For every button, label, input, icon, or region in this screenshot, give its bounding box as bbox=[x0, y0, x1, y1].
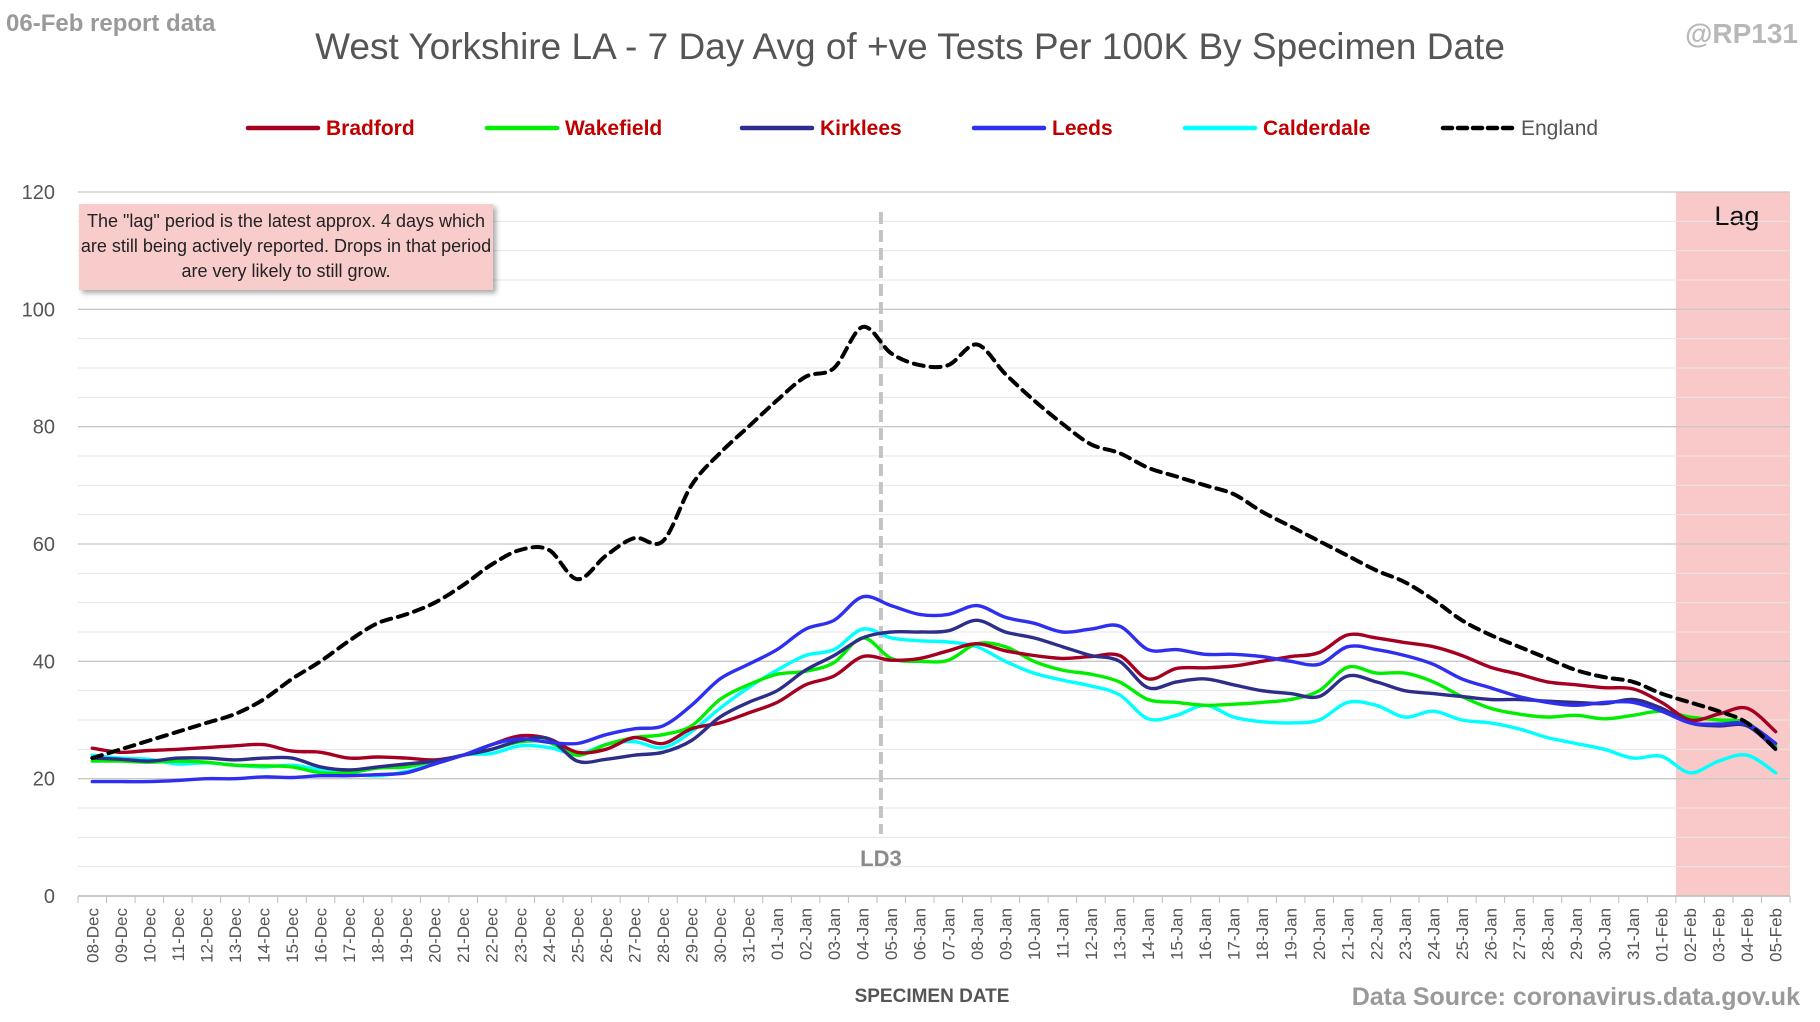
author-handle: @RP131 bbox=[1685, 18, 1798, 49]
x-tick-label: 24-Dec bbox=[540, 908, 559, 963]
y-tick-label: 80 bbox=[33, 417, 55, 439]
legend-item-leeds: Leeds bbox=[971, 117, 1113, 140]
x-tick-label: 13-Dec bbox=[226, 908, 245, 963]
legend-label: Kirklees bbox=[820, 117, 902, 140]
x-tick-label: 23-Jan bbox=[1396, 908, 1415, 960]
x-tick-label: 19-Jan bbox=[1282, 908, 1301, 960]
x-tick-label: 28-Dec bbox=[654, 908, 673, 963]
x-tick-label: 30-Dec bbox=[711, 908, 730, 963]
x-tick-label: 12-Jan bbox=[1082, 908, 1101, 960]
x-tick-label: 22-Jan bbox=[1367, 908, 1386, 960]
legend-item-bradford: Bradford bbox=[245, 117, 415, 140]
x-tick-label: 08-Jan bbox=[968, 908, 987, 960]
y-tick-label: 0 bbox=[44, 886, 55, 908]
x-tick-label: 25-Jan bbox=[1453, 908, 1472, 960]
report-date-label: 06-Feb report data bbox=[6, 10, 216, 37]
x-tick-label: 17-Dec bbox=[340, 908, 359, 963]
series-line-wakefield bbox=[90, 636, 1778, 776]
x-tick-label: 27-Jan bbox=[1510, 908, 1529, 960]
x-tick-label: 01-Jan bbox=[768, 908, 787, 960]
legend-label: England bbox=[1521, 117, 1598, 140]
y-tick-label: 100 bbox=[22, 299, 55, 321]
x-tick-label: 21-Dec bbox=[454, 908, 473, 963]
chart-title: West Yorkshire LA - 7 Day Avg of +ve Tes… bbox=[315, 26, 1505, 67]
x-tick-label: 04-Jan bbox=[854, 908, 873, 960]
y-tick-label: 120 bbox=[22, 182, 55, 204]
series-line-kirklees bbox=[90, 618, 1778, 772]
x-tick-label: 15-Dec bbox=[283, 908, 302, 963]
x-tick-label: 02-Jan bbox=[797, 908, 816, 960]
x-tick-label: 31-Jan bbox=[1624, 908, 1643, 960]
x-tick-label: 19-Dec bbox=[397, 908, 416, 963]
x-tick-label: 14-Jan bbox=[1139, 908, 1158, 960]
x-tick-label: 25-Dec bbox=[568, 908, 587, 963]
legend-item-wakefield: Wakefield bbox=[484, 117, 662, 140]
x-tick-label: 11-Jan bbox=[1053, 908, 1072, 959]
x-tick-label: 27-Dec bbox=[625, 908, 644, 963]
series-line-calderdale bbox=[90, 627, 1778, 778]
legend-label: Bradford bbox=[326, 117, 415, 140]
x-tick-label: 31-Dec bbox=[740, 908, 759, 963]
legend-item-kirklees: Kirklees bbox=[739, 117, 902, 140]
x-tick-label: 20-Jan bbox=[1310, 908, 1329, 960]
legend-label: Calderdale bbox=[1263, 117, 1370, 140]
y-tick-label: 20 bbox=[33, 769, 55, 791]
x-tick-label: 17-Jan bbox=[1225, 908, 1244, 960]
y-tick-label: 60 bbox=[33, 534, 55, 556]
x-tick-label: 29-Dec bbox=[682, 908, 701, 963]
lag-label: Lag bbox=[1714, 201, 1759, 231]
x-tick-label: 10-Dec bbox=[140, 908, 159, 963]
x-tick-label: 05-Feb bbox=[1767, 908, 1786, 962]
x-tick-label: 22-Dec bbox=[483, 908, 502, 963]
x-tick-label: 16-Dec bbox=[312, 908, 331, 963]
x-tick-label: 28-Jan bbox=[1538, 908, 1557, 960]
x-tick-label: 30-Jan bbox=[1596, 908, 1615, 960]
x-tick-label: 18-Dec bbox=[369, 908, 388, 963]
x-tick-label: 07-Jan bbox=[939, 908, 958, 960]
x-tick-label: 02-Feb bbox=[1681, 908, 1700, 962]
x-tick-label: 13-Jan bbox=[1110, 908, 1129, 960]
x-tick-label: 21-Jan bbox=[1339, 908, 1358, 960]
x-tick-label: 10-Jan bbox=[1025, 908, 1044, 960]
x-tick-label: 18-Jan bbox=[1253, 908, 1272, 960]
x-tick-label: 01-Feb bbox=[1653, 908, 1672, 962]
x-tick-label: 16-Jan bbox=[1196, 908, 1215, 960]
x-tick-label: 23-Dec bbox=[511, 908, 530, 963]
x-tick-label: 26-Dec bbox=[597, 908, 616, 963]
x-tick-label: 12-Dec bbox=[197, 908, 216, 963]
lag-note-box: The "lag" period is the latest approx. 4… bbox=[79, 204, 493, 290]
x-tick-label: 03-Jan bbox=[825, 908, 844, 960]
x-tick-label: 09-Jan bbox=[996, 908, 1015, 960]
legend-item-england: England bbox=[1440, 117, 1598, 140]
legend-item-calderdale: Calderdale bbox=[1182, 117, 1370, 140]
x-tick-label: 26-Jan bbox=[1481, 908, 1500, 960]
x-tick-label: 08-Dec bbox=[83, 908, 102, 963]
legend-label: Wakefield bbox=[565, 117, 662, 140]
y-tick-label: 40 bbox=[33, 651, 55, 673]
x-tick-label: 11-Dec bbox=[169, 908, 188, 962]
series-line-england bbox=[90, 324, 1778, 761]
series-line-leeds bbox=[90, 594, 1778, 784]
legend-label: Leeds bbox=[1052, 117, 1113, 140]
x-tick-label: 06-Jan bbox=[911, 908, 930, 960]
x-tick-label: 14-Dec bbox=[254, 908, 273, 963]
x-tick-label: 15-Jan bbox=[1168, 908, 1187, 960]
series-line-bradford bbox=[90, 632, 1778, 762]
x-tick-label: 24-Jan bbox=[1424, 908, 1443, 960]
x-tick-label: 09-Dec bbox=[112, 908, 131, 963]
x-axis-title: SPECIMEN DATE bbox=[855, 986, 1010, 1007]
lockdown-label: LD3 bbox=[860, 846, 902, 871]
x-tick-label: 03-Feb bbox=[1710, 908, 1729, 962]
x-tick-label: 05-Jan bbox=[882, 908, 901, 960]
x-tick-label: 29-Jan bbox=[1567, 908, 1586, 960]
x-tick-label: 20-Dec bbox=[426, 908, 445, 963]
data-source-label: Data Source: coronavirus.data.gov.uk bbox=[1351, 983, 1800, 1011]
x-tick-label: 04-Feb bbox=[1738, 908, 1757, 962]
